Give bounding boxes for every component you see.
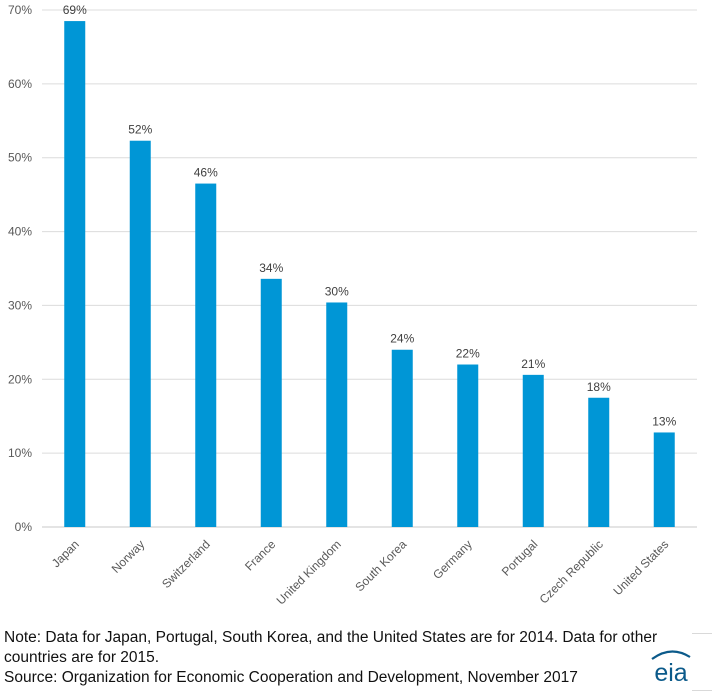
x-tick-label: Japan bbox=[49, 537, 82, 570]
y-tick-label: 0% bbox=[15, 520, 33, 534]
logo-text: eia bbox=[654, 659, 687, 687]
footnote-line-1: Note: Data for Japan, Portugal, South Ko… bbox=[4, 629, 658, 646]
bar bbox=[260, 278, 282, 527]
data-label: 52% bbox=[128, 123, 152, 137]
footnote-line-2: countries are for 2015. bbox=[4, 649, 160, 666]
bar-chart: 0% 10% 20% 30% 40% 50% 60% 70% 69% 52% 46% 34% 30% 2… bbox=[8, 3, 697, 608]
y-tick-label: 70% bbox=[8, 3, 32, 17]
data-label: 30% bbox=[325, 284, 349, 298]
bar bbox=[522, 374, 544, 527]
data-label: 18% bbox=[587, 380, 611, 394]
bar bbox=[391, 349, 413, 527]
x-tick-label: South Korea bbox=[352, 537, 409, 594]
bar bbox=[653, 432, 675, 527]
eia-logo-icon: eia bbox=[651, 650, 691, 687]
x-tick-label: Norway bbox=[109, 537, 148, 576]
x-tick-label: Switzerland bbox=[159, 537, 213, 591]
data-label: 24% bbox=[390, 332, 414, 346]
bar bbox=[326, 302, 348, 527]
y-tick-label: 30% bbox=[8, 298, 32, 312]
bar bbox=[64, 21, 86, 527]
y-axis-tick-labels: 0% 10% 20% 30% 40% 50% 60% 70% bbox=[8, 3, 32, 534]
source-line: Source: Organization for Economic Cooper… bbox=[4, 669, 578, 686]
data-label: 22% bbox=[456, 347, 480, 361]
y-tick-label: 40% bbox=[8, 225, 32, 239]
x-tick-label: Germany bbox=[430, 537, 475, 582]
x-tick-label: Portugal bbox=[499, 537, 541, 579]
data-labels: 69% 52% 46% 34% 30% 24% 22% 21% 18% 13% bbox=[63, 3, 677, 428]
grid-lines bbox=[42, 9, 697, 528]
y-tick-label: 50% bbox=[8, 151, 32, 165]
data-label: 69% bbox=[63, 3, 87, 17]
bar bbox=[129, 140, 151, 527]
y-tick-label: 20% bbox=[8, 372, 32, 386]
data-label: 13% bbox=[652, 414, 676, 428]
y-tick-label: 60% bbox=[8, 77, 32, 91]
bar bbox=[457, 364, 479, 527]
y-tick-label: 10% bbox=[8, 446, 32, 460]
bar bbox=[588, 397, 610, 527]
frame-divider bbox=[692, 633, 712, 634]
data-label: 34% bbox=[259, 261, 283, 275]
x-tick-label: Czech Republic bbox=[537, 537, 606, 606]
x-tick-label: United States bbox=[611, 537, 672, 598]
data-label: 46% bbox=[194, 166, 218, 180]
bars bbox=[64, 21, 675, 528]
data-label: 21% bbox=[521, 357, 545, 371]
x-tick-label: France bbox=[242, 537, 279, 574]
x-tick-label: United Kingdom bbox=[274, 537, 344, 607]
bar bbox=[195, 183, 217, 528]
frame-divider bbox=[692, 690, 712, 691]
